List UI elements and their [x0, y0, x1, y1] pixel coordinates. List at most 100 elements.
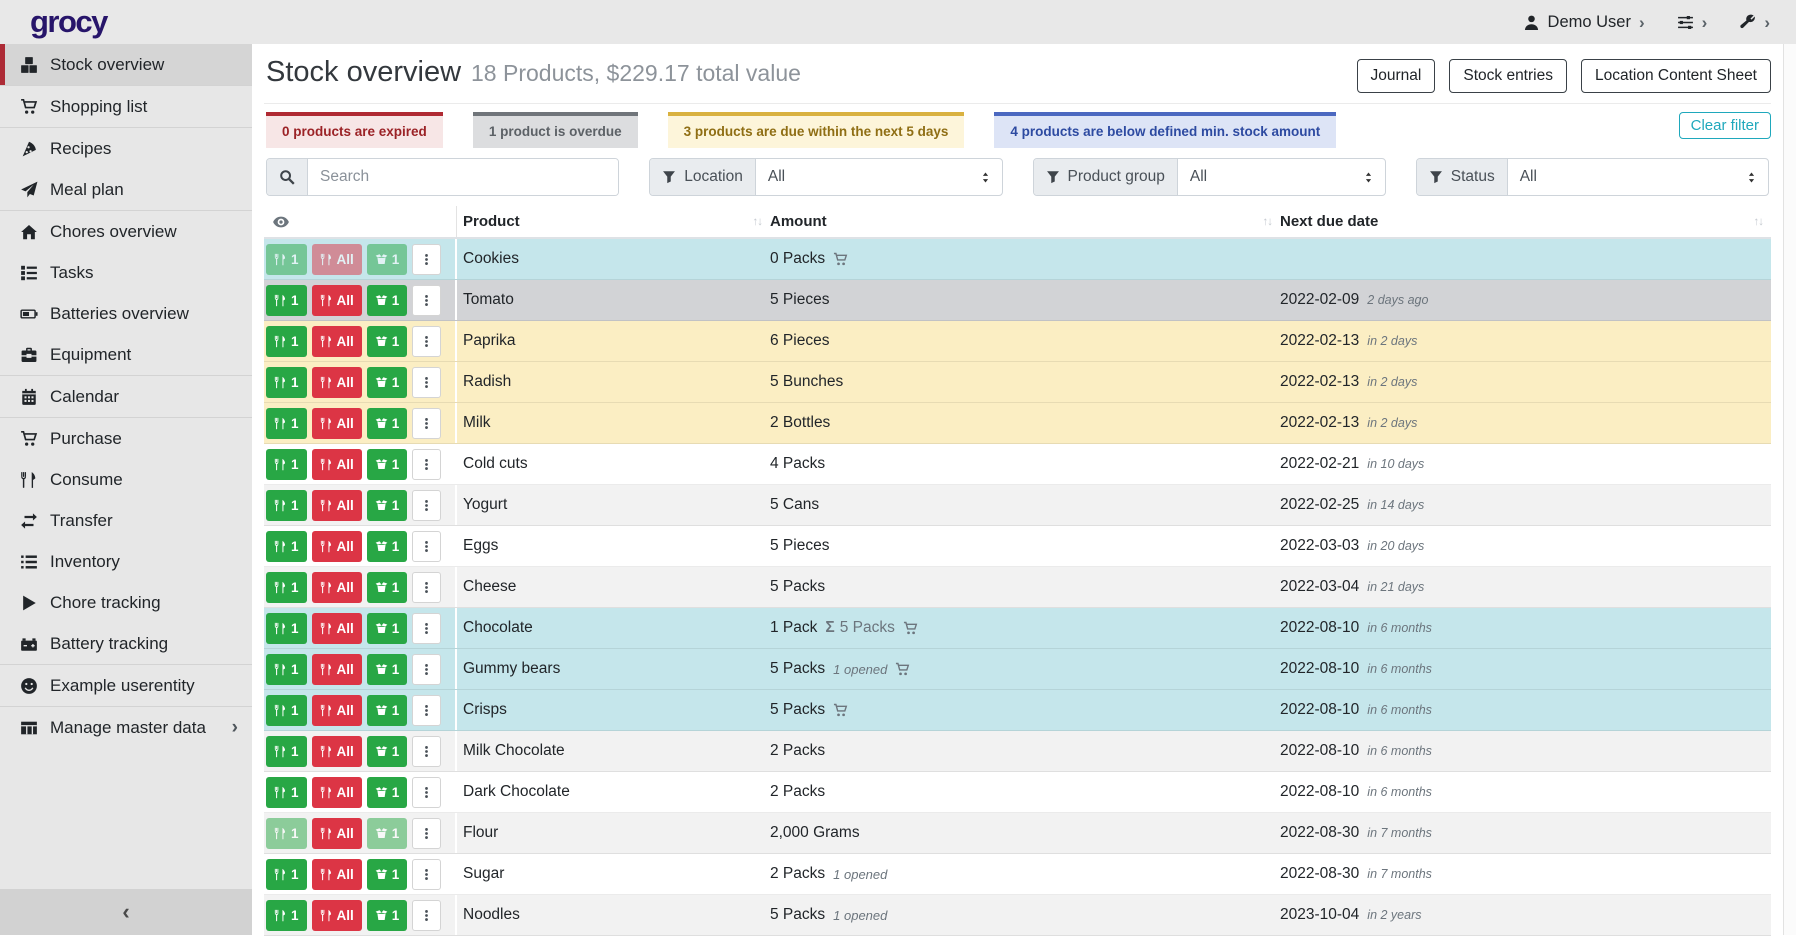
product-name[interactable]: Sugar — [463, 865, 505, 882]
open-one-button[interactable]: 1 — [366, 612, 408, 644]
consume-one-button[interactable]: 1 — [266, 489, 307, 521]
product-name[interactable]: Gummy bears — [463, 660, 561, 677]
open-one-button[interactable]: 1 — [366, 571, 408, 603]
table-row[interactable]: 1 All 1 Eggs 5 Pieces 2022-03-03 in 20 days — [264, 526, 1771, 567]
consume-one-button[interactable]: 1 — [266, 284, 307, 316]
product-name[interactable]: Cold cuts — [463, 455, 528, 472]
sidebar-item-calendar[interactable]: Calendar — [0, 376, 252, 417]
status-card-1[interactable]: 1 product is overdue — [472, 112, 638, 148]
consume-all-button[interactable]: All — [311, 776, 362, 808]
product-name[interactable]: Paprika — [463, 332, 516, 349]
consume-one-button[interactable]: 1 — [266, 325, 307, 357]
product-name[interactable]: Crisps — [463, 701, 507, 718]
consume-one-button[interactable]: 1 — [266, 653, 307, 685]
consume-all-button[interactable]: All — [311, 489, 362, 521]
table-row[interactable]: 1 All 1 Sugar 2 Packs 1 opened 2022-08-30 in 7 … — [264, 854, 1771, 895]
status-card-3[interactable]: 4 products are below defined min. stock … — [994, 112, 1337, 148]
consume-all-button[interactable]: All — [311, 571, 362, 603]
open-one-button[interactable]: 1 — [366, 899, 408, 931]
table-row[interactable]: 1 All 1 Milk Chocolate 2 Packs 2022-08-10 in 6… — [264, 731, 1771, 772]
row-menu-button[interactable] — [412, 243, 442, 275]
table-row[interactable]: 1 All 1 Crisps 5 Packs 2022-08-10 in 6 months — [264, 690, 1771, 731]
consume-all-button[interactable]: All — [311, 243, 362, 275]
product-name[interactable]: Dark Chocolate — [463, 783, 570, 800]
sidebar-item-equipment[interactable]: Equipment — [0, 334, 252, 375]
sidebar-item-chore-tracking[interactable]: Chore tracking — [0, 582, 252, 623]
open-one-button[interactable]: 1 — [366, 530, 408, 562]
row-menu-button[interactable] — [412, 776, 442, 808]
consume-all-button[interactable]: All — [311, 653, 362, 685]
status-card-0[interactable]: 0 products are expired — [266, 112, 443, 148]
open-one-button[interactable]: 1 — [366, 489, 408, 521]
product-name[interactable]: Cheese — [463, 578, 517, 595]
product-name[interactable]: Chocolate — [463, 619, 533, 636]
table-row[interactable]: 1 All 1 Cold cuts 4 Packs 2022-02-21 in 10 day… — [264, 444, 1771, 485]
column-header-actions[interactable] — [264, 206, 457, 237]
row-menu-button[interactable] — [412, 284, 442, 316]
sidebar-item-recipes[interactable]: Recipes — [0, 128, 252, 169]
row-menu-button[interactable] — [412, 407, 442, 439]
table-row[interactable]: 1 All 1 Cheese 5 Packs 2022-03-04 in 21 days — [264, 567, 1771, 608]
row-menu-button[interactable] — [412, 612, 442, 644]
filter-select[interactable]: All — [1508, 159, 1768, 195]
product-name[interactable]: Noodles — [463, 906, 520, 923]
consume-all-button[interactable]: All — [311, 448, 362, 480]
sidebar-item-example-userentity[interactable]: Example userentity — [0, 665, 252, 706]
sidebar-item-inventory[interactable]: Inventory — [0, 541, 252, 582]
column-header-amount[interactable]: Amount ↑↓ — [770, 206, 1280, 237]
open-one-button[interactable]: 1 — [366, 366, 408, 398]
table-row[interactable]: 1 All 1 Radish 5 Bunches 2022-02-13 in 2 days — [264, 362, 1771, 403]
table-row[interactable]: 1 All 1 Chocolate 1 Pack Σ 5 Packs 2022-08-10 i… — [264, 608, 1771, 649]
table-row[interactable]: 1 All 1 Dark Chocolate 2 Packs 2022-08-10 in 6… — [264, 772, 1771, 813]
open-one-button[interactable]: 1 — [366, 407, 408, 439]
table-row[interactable]: 1 All 1 Cookies 0 Packs — [264, 239, 1771, 280]
search-input[interactable] — [308, 159, 619, 195]
sidebar-item-meal-plan[interactable]: Meal plan — [0, 169, 252, 210]
row-menu-button[interactable] — [412, 694, 442, 726]
row-menu-button[interactable] — [412, 366, 442, 398]
table-row[interactable]: 1 All 1 Paprika 6 Pieces 2022-02-13 in 2 days — [264, 321, 1771, 362]
open-one-button[interactable]: 1 — [366, 817, 408, 849]
journal-button[interactable]: Journal — [1356, 59, 1436, 93]
consume-all-button[interactable]: All — [311, 325, 362, 357]
open-one-button[interactable]: 1 — [366, 284, 408, 316]
sidebar-item-purchase[interactable]: Purchase — [0, 418, 252, 459]
row-menu-button[interactable] — [412, 530, 442, 562]
sidebar-item-battery-tracking[interactable]: Battery tracking — [0, 623, 252, 664]
sidebar-item-manage-master-data[interactable]: Manage master data › — [0, 707, 252, 748]
consume-one-button[interactable]: 1 — [266, 366, 307, 398]
clear-filter-button[interactable]: Clear filter — [1678, 112, 1771, 139]
product-name[interactable]: Flour — [463, 824, 499, 841]
consume-all-button[interactable]: All — [311, 407, 362, 439]
open-one-button[interactable]: 1 — [366, 325, 408, 357]
consume-all-button[interactable]: All — [311, 366, 362, 398]
consume-all-button[interactable]: All — [311, 858, 362, 890]
consume-all-button[interactable]: All — [311, 694, 362, 726]
location-content-sheet-button[interactable]: Location Content Sheet — [1580, 59, 1771, 93]
product-name[interactable]: Yogurt — [463, 496, 508, 513]
sidebar-item-tasks[interactable]: Tasks — [0, 252, 252, 293]
consume-all-button[interactable]: All — [311, 612, 362, 644]
open-one-button[interactable]: 1 — [366, 243, 408, 275]
filter-select[interactable]: All — [1178, 159, 1385, 195]
row-menu-button[interactable] — [412, 817, 442, 849]
row-menu-button[interactable] — [412, 489, 442, 521]
table-row[interactable]: 1 All 1 Gummy bears 5 Packs 1 opened 2022-08-1… — [264, 649, 1771, 690]
sidebar-item-transfer[interactable]: Transfer — [0, 500, 252, 541]
sidebar-item-stock-overview[interactable]: Stock overview — [0, 44, 252, 85]
table-row[interactable]: 1 All 1 Milk 2 Bottles 2022-02-13 in 2 days — [264, 403, 1771, 444]
column-header-next-due-date[interactable]: Next due date ↑↓ — [1280, 206, 1771, 237]
consume-one-button[interactable]: 1 — [266, 448, 307, 480]
product-name[interactable]: Cookies — [463, 250, 519, 267]
consume-all-button[interactable]: All — [311, 735, 362, 767]
stock-entries-button[interactable]: Stock entries — [1449, 59, 1567, 93]
table-row[interactable]: 1 All 1 Flour 2,000 Grams 2022-08-30 in 7 mont… — [264, 813, 1771, 854]
consume-all-button[interactable]: All — [311, 530, 362, 562]
product-name[interactable]: Milk — [463, 414, 491, 431]
row-menu-button[interactable] — [412, 858, 442, 890]
row-menu-button[interactable] — [412, 571, 442, 603]
sidebar-item-shopping-list[interactable]: Shopping list — [0, 86, 252, 127]
consume-all-button[interactable]: All — [311, 284, 362, 316]
settings-menu[interactable]: › — [1677, 14, 1707, 31]
consume-one-button[interactable]: 1 — [266, 735, 307, 767]
